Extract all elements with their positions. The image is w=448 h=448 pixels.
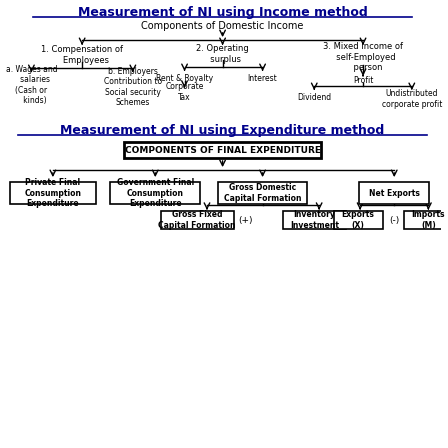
FancyBboxPatch shape — [359, 182, 429, 204]
FancyBboxPatch shape — [10, 182, 96, 204]
Text: Inventory
Investment: Inventory Investment — [290, 210, 339, 230]
Text: Corporate
Tax: Corporate Tax — [165, 82, 204, 102]
Text: Dividend: Dividend — [297, 92, 332, 102]
Text: Rent & Royalty: Rent & Royalty — [156, 73, 213, 82]
FancyBboxPatch shape — [218, 182, 307, 204]
Text: Government Final
Consumption
Expenditure: Government Final Consumption Expenditure — [116, 178, 194, 208]
Text: Gross Domestic
Capital Formation: Gross Domestic Capital Formation — [224, 183, 302, 202]
Text: Exports
(X): Exports (X) — [342, 210, 375, 230]
FancyBboxPatch shape — [124, 142, 321, 158]
FancyBboxPatch shape — [110, 182, 200, 204]
Text: Undistributed
corporate profit: Undistributed corporate profit — [382, 89, 442, 109]
FancyBboxPatch shape — [404, 211, 448, 229]
Text: Net Exports: Net Exports — [369, 189, 420, 198]
Text: (+): (+) — [239, 215, 253, 224]
Text: Measurement of NI using Expenditure method: Measurement of NI using Expenditure meth… — [60, 124, 385, 137]
Text: b. Employers
Contribution to
Social security
Schemes: b. Employers Contribution to Social secu… — [104, 67, 162, 107]
Text: Components of Domestic Income: Components of Domestic Income — [142, 21, 304, 31]
Text: COMPONENTS OF FINAL EXPENDITURE: COMPONENTS OF FINAL EXPENDITURE — [125, 146, 321, 155]
FancyBboxPatch shape — [283, 211, 346, 229]
FancyBboxPatch shape — [161, 211, 234, 229]
Text: Private Final
Consumption
Expenditure: Private Final Consumption Expenditure — [24, 178, 82, 208]
Text: (-): (-) — [389, 215, 399, 224]
FancyBboxPatch shape — [334, 211, 383, 229]
Text: Imports
(M): Imports (M) — [412, 210, 445, 230]
Text: Measurement of NI using Income method: Measurement of NI using Income method — [78, 5, 367, 18]
Text: Interest: Interest — [248, 73, 277, 82]
Text: 3. Mixed Income of
  self-Employed
    person: 3. Mixed Income of self-Employed person — [323, 42, 403, 72]
Text: Profit: Profit — [353, 76, 373, 85]
Text: Gross Fixed
Capital Formation: Gross Fixed Capital Formation — [159, 210, 236, 230]
Text: 2. Operating
  surplus: 2. Operating surplus — [196, 44, 249, 64]
Text: 1. Compensation of
   Employees: 1. Compensation of Employees — [41, 45, 123, 65]
Text: a. Wages and
   salaries
(Cash or
   kinds): a. Wages and salaries (Cash or kinds) — [6, 65, 57, 105]
